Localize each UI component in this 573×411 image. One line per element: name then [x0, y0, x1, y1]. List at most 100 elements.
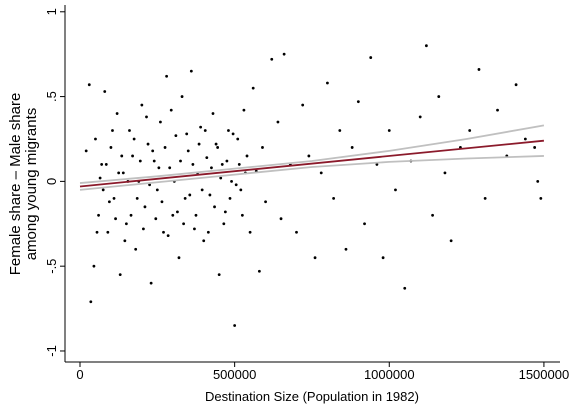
point — [301, 103, 305, 107]
point — [135, 196, 139, 200]
point — [514, 83, 518, 87]
point — [97, 213, 100, 217]
point — [222, 222, 226, 226]
fit-line — [79, 139, 545, 188]
point — [114, 217, 117, 221]
point — [213, 205, 216, 209]
point — [121, 171, 125, 175]
point — [369, 56, 373, 59]
point — [193, 227, 196, 231]
point — [264, 200, 267, 204]
point — [145, 115, 148, 119]
point — [233, 324, 237, 327]
point — [344, 247, 348, 251]
point — [124, 222, 128, 226]
point — [375, 163, 379, 166]
point — [183, 196, 187, 200]
point — [216, 146, 220, 149]
point — [239, 188, 243, 192]
point — [142, 227, 145, 231]
point — [176, 210, 179, 214]
point — [231, 132, 235, 136]
point — [307, 154, 311, 158]
point — [483, 196, 487, 200]
fit-line — [79, 155, 544, 191]
point — [276, 120, 280, 124]
point — [338, 129, 342, 132]
point — [431, 213, 434, 217]
point — [270, 57, 274, 61]
point — [87, 83, 91, 87]
point — [387, 129, 391, 132]
point — [332, 196, 336, 200]
point — [182, 222, 186, 226]
x-tick-label: 1000000 — [364, 367, 415, 382]
point — [236, 137, 240, 141]
point — [112, 196, 116, 200]
point — [107, 200, 111, 204]
point — [177, 256, 181, 260]
point — [205, 156, 209, 160]
point — [154, 217, 158, 221]
point — [118, 273, 122, 277]
point — [350, 146, 354, 149]
point — [403, 286, 407, 290]
point — [424, 44, 428, 48]
x-tick-label: 500000 — [213, 367, 256, 382]
point — [146, 142, 150, 146]
point — [160, 200, 164, 204]
point — [242, 108, 246, 112]
point — [111, 129, 114, 132]
point — [202, 239, 206, 243]
point — [223, 210, 227, 214]
point — [206, 230, 210, 234]
point — [132, 137, 136, 141]
point — [295, 230, 298, 234]
point — [123, 239, 127, 243]
point — [220, 163, 224, 166]
y-tick-label: -1 — [44, 345, 59, 357]
point — [128, 129, 131, 132]
point — [189, 69, 193, 73]
point — [98, 176, 102, 180]
point — [203, 129, 207, 132]
point — [319, 171, 323, 175]
point — [188, 193, 192, 197]
point — [191, 163, 195, 166]
point — [210, 166, 213, 170]
point — [326, 81, 329, 85]
point — [208, 193, 212, 197]
point — [240, 213, 244, 217]
point — [200, 188, 204, 192]
point — [356, 100, 360, 104]
point — [194, 213, 198, 217]
x-tick-label: 0 — [76, 367, 83, 382]
y-tick-label: 0 — [44, 178, 59, 185]
point — [282, 52, 286, 56]
point — [120, 154, 124, 158]
point — [159, 120, 162, 124]
point — [230, 179, 233, 183]
point — [100, 163, 104, 166]
point — [179, 159, 182, 163]
y-tick-label: -.5 — [44, 259, 59, 274]
point — [106, 230, 110, 234]
point — [248, 230, 252, 234]
point — [443, 171, 447, 175]
point — [138, 159, 142, 163]
point — [186, 149, 190, 153]
point — [185, 132, 189, 136]
point — [95, 230, 99, 234]
point — [496, 108, 499, 112]
point — [219, 176, 223, 180]
point — [257, 269, 261, 273]
point — [477, 68, 481, 71]
point — [94, 137, 97, 141]
point — [92, 264, 96, 268]
point — [117, 171, 121, 175]
point — [214, 142, 218, 146]
y-axis-title: among young migrants — [23, 108, 40, 261]
x-axis-title: Destination Size (Population in 1982) — [205, 389, 419, 404]
point — [166, 234, 170, 238]
